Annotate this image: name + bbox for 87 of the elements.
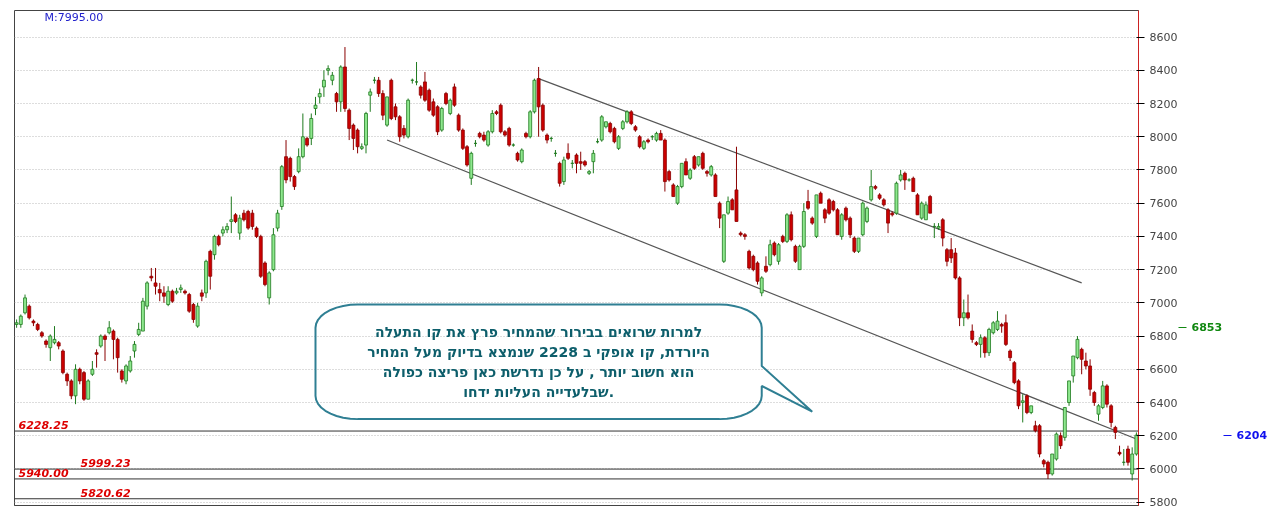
y-tick-label: 8200 bbox=[1149, 97, 1178, 111]
candlestick bbox=[764, 255, 768, 274]
candlestick bbox=[1020, 393, 1025, 423]
y-tick-label: 5800 bbox=[1149, 496, 1178, 510]
candlestick bbox=[212, 234, 217, 261]
ref-line-label: 5940.00 bbox=[18, 466, 69, 480]
candlestick bbox=[907, 177, 911, 183]
y-tick-label: 7800 bbox=[1149, 163, 1178, 177]
candlestick bbox=[970, 323, 975, 344]
candlestick bbox=[48, 333, 53, 362]
candlestick bbox=[566, 142, 570, 161]
candlestick bbox=[288, 156, 293, 183]
ref-line-label: 6228.25 bbox=[18, 419, 69, 433]
candlestick bbox=[743, 232, 747, 241]
candlestick bbox=[103, 333, 107, 362]
y-tick-label: 8400 bbox=[1149, 64, 1178, 78]
candlestick bbox=[368, 88, 373, 113]
candlestick bbox=[313, 96, 318, 116]
candlestick bbox=[717, 201, 722, 229]
candlestick bbox=[284, 139, 288, 184]
y-tick-label: 7400 bbox=[1149, 230, 1178, 244]
candlestick bbox=[886, 207, 890, 234]
candlestick bbox=[162, 285, 166, 304]
candlestick bbox=[1079, 347, 1084, 375]
annotation: למרות שרואים בבירור שהמחיר פרץ את קו התעלה היורדת, קו אופקי ב 2228 שנמצא בדיוק מעל המחיר הוא חשוב יותר , על כן נדרשת כאן פריצה כפולה שבלעדייה העליות ידחו. bbox=[367, 323, 710, 400]
candlestick bbox=[355, 127, 360, 154]
y-tick-label: 6800 bbox=[1149, 330, 1178, 344]
candlestick bbox=[966, 294, 970, 320]
candlestick bbox=[221, 225, 225, 237]
candlestick bbox=[557, 161, 562, 188]
candlestick bbox=[915, 192, 920, 216]
candlestick bbox=[246, 209, 251, 231]
y-tick-label: 6600 bbox=[1149, 363, 1178, 377]
candlestick bbox=[578, 151, 583, 171]
candlestick bbox=[1004, 313, 1008, 347]
candlestick bbox=[978, 333, 983, 359]
candlestick bbox=[275, 209, 280, 232]
candlestick bbox=[713, 172, 718, 198]
text: 6853 bbox=[1191, 321, 1223, 335]
y-tick-label: 8000 bbox=[1149, 130, 1178, 144]
ref-line-label: 5999.23 bbox=[80, 457, 131, 471]
candlestick bbox=[157, 282, 162, 302]
y-tick-label: 6200 bbox=[1149, 429, 1178, 443]
y-tick-label: 6400 bbox=[1149, 396, 1178, 410]
candlestick bbox=[945, 247, 949, 267]
candlestick bbox=[995, 310, 1000, 332]
candlestick bbox=[322, 69, 326, 98]
candlestick bbox=[919, 201, 924, 221]
candlestick bbox=[776, 242, 781, 266]
candlestick bbox=[1025, 393, 1029, 415]
candlestick bbox=[806, 189, 810, 211]
candlestick bbox=[747, 249, 751, 271]
candlestick bbox=[1067, 380, 1071, 407]
candlestick bbox=[52, 325, 57, 345]
y-tick-label: 7600 bbox=[1149, 197, 1178, 211]
candlestick bbox=[439, 106, 444, 133]
candlestick bbox=[961, 299, 966, 327]
candlestick bbox=[195, 302, 200, 329]
candlestick bbox=[928, 194, 932, 214]
candlestick bbox=[124, 363, 128, 385]
candlestick bbox=[924, 201, 928, 221]
candlestick bbox=[86, 378, 91, 400]
y-tick-label: 6000 bbox=[1149, 462, 1178, 476]
y-tick-label: 8600 bbox=[1149, 31, 1178, 45]
candlestick bbox=[759, 275, 764, 297]
ref-line-label: 5820.62 bbox=[80, 486, 131, 500]
candlestick bbox=[334, 91, 339, 113]
candlestick bbox=[591, 149, 596, 174]
annotation: M:7995.00 bbox=[44, 10, 104, 24]
text: 6204 bbox=[1236, 429, 1268, 443]
candlestick bbox=[1046, 460, 1050, 480]
candlestick bbox=[562, 156, 566, 186]
y-tick-label: 7000 bbox=[1149, 296, 1178, 310]
candlestick bbox=[793, 244, 798, 264]
candlestick bbox=[309, 112, 314, 146]
candlestick bbox=[414, 61, 419, 86]
candlestick bbox=[1126, 445, 1130, 467]
candlestick bbox=[574, 152, 579, 174]
candlestick bbox=[23, 294, 27, 315]
candlestick bbox=[705, 169, 709, 178]
candlestick bbox=[452, 83, 457, 108]
candlestick bbox=[839, 212, 844, 241]
candlestick bbox=[94, 348, 99, 369]
y-tick-label: 7200 bbox=[1149, 263, 1178, 277]
candlestick bbox=[61, 348, 65, 375]
candlestick bbox=[225, 222, 229, 234]
candlestick bbox=[44, 338, 48, 349]
